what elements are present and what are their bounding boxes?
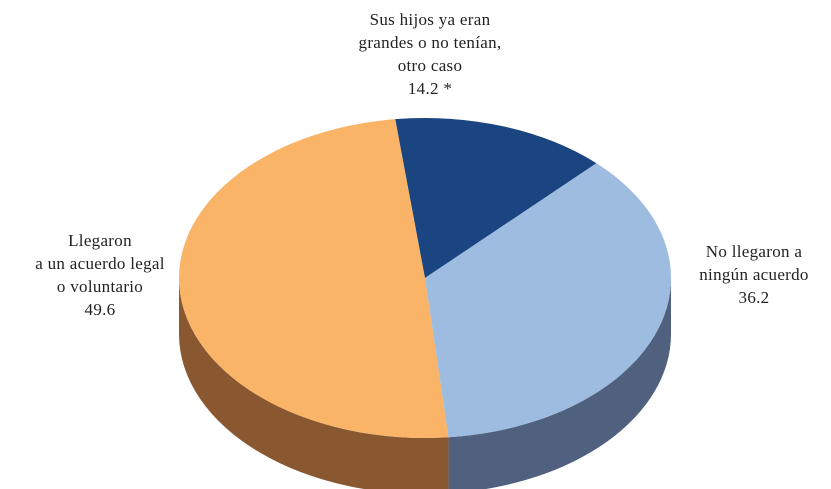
slice-value-label: 49.6 bbox=[84, 300, 116, 319]
slice-value-label: 36.2 bbox=[738, 288, 770, 307]
slice-value-label: 14.2 * bbox=[407, 79, 453, 98]
slice-top-3 bbox=[425, 163, 671, 438]
slice-top-1 bbox=[178, 119, 449, 439]
slice-label-line: otro caso bbox=[397, 56, 463, 75]
slice-top-2 bbox=[395, 118, 597, 278]
slice-label-line: grandes o no tenían, bbox=[358, 33, 502, 52]
slice-label-no-llegaron: No llegaron a ningún acuerdo 36.2 bbox=[686, 240, 822, 309]
slice-label-line: ningún acuerdo bbox=[699, 265, 809, 284]
slice-side-3 bbox=[448, 278, 671, 489]
slice-label-line: No llegaron a bbox=[705, 242, 803, 261]
slice-label-line: Sus hijos ya eran bbox=[369, 10, 491, 29]
slice-label-line: Llegaron bbox=[68, 231, 132, 250]
slice-side-1 bbox=[179, 278, 449, 489]
slice-label-llegaron: Llegaron a un acuerdo legal o voluntario… bbox=[10, 229, 190, 321]
slice-label-line: o voluntario bbox=[56, 277, 144, 296]
slice-label-line: a un acuerdo legal bbox=[35, 254, 165, 273]
slice-label-sus-hijos: Sus hijos ya eran grandes o no tenían, o… bbox=[330, 8, 530, 100]
